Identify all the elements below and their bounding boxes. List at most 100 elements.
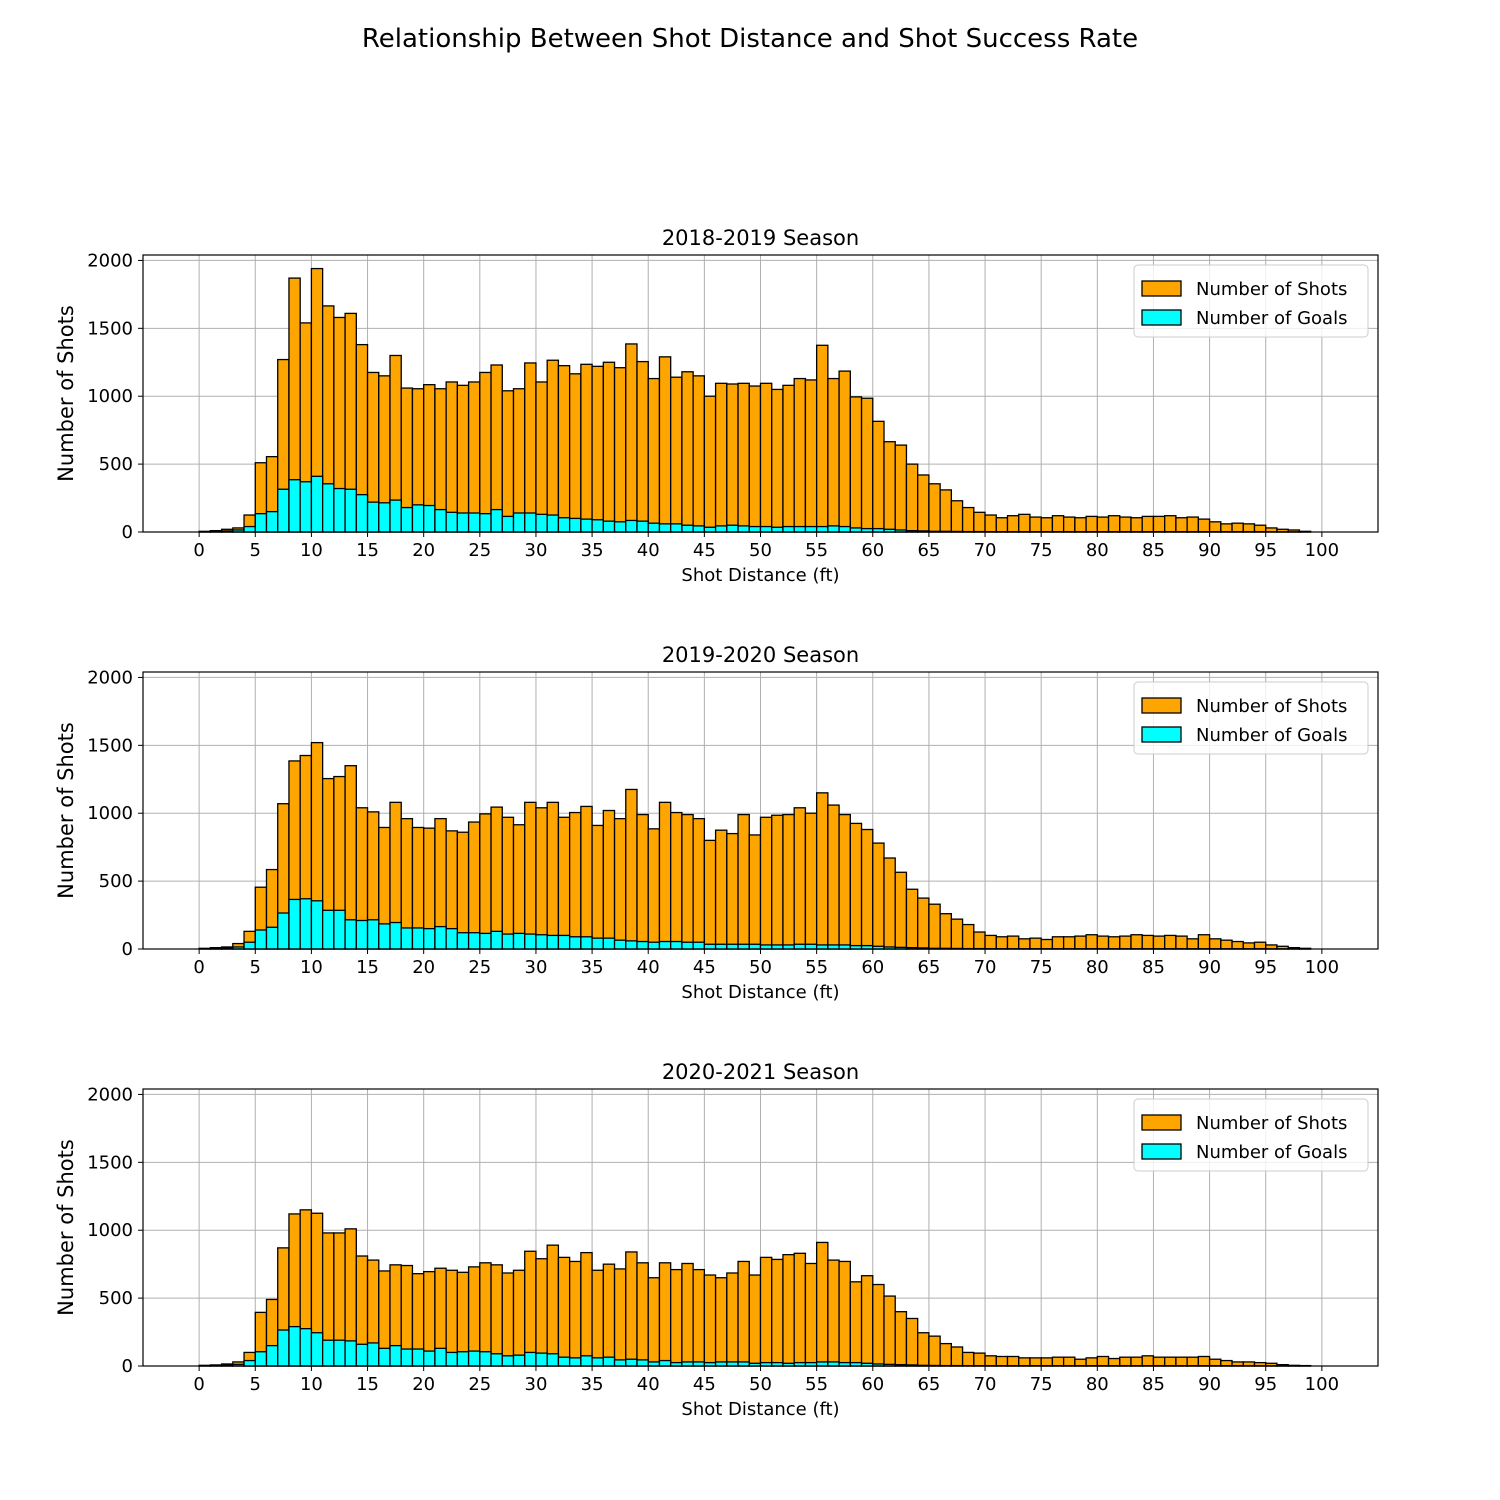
shots-bar	[995, 1355, 1009, 1367]
shots-bar	[625, 788, 638, 950]
goals-bar	[771, 944, 784, 950]
shots-bar	[703, 1274, 717, 1367]
goals-bar	[445, 927, 459, 950]
x-tick-label: 15	[356, 540, 379, 561]
shots-bar	[535, 1258, 548, 1367]
shots-bar	[827, 804, 840, 950]
shots-bar	[658, 1262, 672, 1367]
shots-bar	[568, 373, 582, 533]
shots-bar	[1253, 524, 1267, 533]
x-tick-label: 70	[974, 540, 997, 561]
y-tick-label: 1500	[87, 735, 133, 756]
legend-box	[1133, 681, 1369, 755]
shots-bar	[1085, 515, 1098, 533]
shots-bar	[681, 1262, 694, 1367]
goals-bar	[591, 937, 604, 950]
shots-bar	[557, 816, 571, 950]
shots-bar	[625, 1251, 638, 1367]
goals-bar	[277, 488, 290, 533]
goals-bar	[288, 1325, 301, 1367]
x-tick-label: 70	[974, 1374, 997, 1395]
x-tick-label: 50	[749, 957, 772, 978]
shots-bar	[557, 365, 571, 533]
shots-bar	[1164, 515, 1177, 533]
x-tick-label: 100	[1305, 540, 1339, 561]
goals-bar	[299, 898, 313, 950]
goals-bar	[366, 501, 380, 533]
shots-bar	[568, 811, 582, 950]
x-axis-label: Shot Distance (ft)	[681, 982, 839, 1003]
shots-bar	[1119, 516, 1132, 533]
chart-title: 2020-2021 Season	[662, 1060, 859, 1084]
x-tick-label: 85	[1142, 1374, 1165, 1395]
shots-bar	[535, 807, 548, 950]
goals-bar	[714, 525, 728, 533]
shots-bar	[872, 1283, 885, 1367]
x-tick-label: 70	[974, 957, 997, 978]
shots-bar	[737, 1260, 750, 1367]
goals-bar	[445, 511, 459, 533]
shots-bar	[950, 918, 964, 950]
legend-label-goals: Number of Goals	[1196, 1142, 1347, 1163]
x-tick-label: 95	[1254, 540, 1277, 561]
x-tick-label: 85	[1142, 540, 1165, 561]
x-tick-label: 30	[525, 957, 548, 978]
goals-bar	[714, 1361, 728, 1367]
shots-bar	[928, 483, 941, 533]
shots-bar	[1040, 938, 1054, 950]
shots-bar	[535, 381, 548, 533]
y-tick-label: 0	[122, 939, 133, 960]
shots-bar	[1152, 1356, 1166, 1367]
shots-bar	[1186, 516, 1200, 533]
goals-bar	[692, 525, 706, 533]
goals-bar	[479, 513, 492, 533]
goals-bar	[625, 940, 638, 950]
shots-bar	[905, 463, 919, 533]
goals-bar	[535, 513, 548, 533]
goals-bar	[580, 936, 593, 950]
goals-bar	[310, 475, 324, 533]
legend: Number of Shots Number of Goals	[1133, 1098, 1369, 1172]
shots-bar	[950, 1346, 964, 1367]
y-tick-label: 2000	[87, 1084, 133, 1105]
shots-bar	[771, 814, 784, 950]
goals-bar	[625, 519, 638, 533]
goals-bar	[366, 919, 380, 950]
goals-bar	[411, 1348, 425, 1367]
shots-bar	[512, 388, 526, 533]
shots-bar	[804, 1262, 818, 1367]
shots-bar	[703, 839, 717, 950]
shots-bar	[1074, 517, 1087, 533]
shots-bar	[557, 1256, 571, 1367]
goals-bar	[378, 923, 391, 950]
y-tick-label: 500	[99, 1288, 133, 1309]
y-tick-label: 0	[122, 1356, 133, 1377]
shots-bar	[726, 832, 739, 950]
shots-bar	[984, 934, 997, 950]
goals-bar	[423, 504, 436, 533]
goals-bar	[737, 1361, 750, 1367]
legend-swatch-shots	[1141, 280, 1182, 297]
shots-bar	[860, 397, 874, 533]
shots-bar	[681, 813, 694, 950]
shots-bar	[1164, 934, 1177, 950]
goals-bar	[714, 943, 728, 950]
goals-bar	[726, 524, 739, 533]
shots-bar	[580, 1251, 593, 1367]
goals-bar	[243, 1359, 256, 1367]
shots-bar	[748, 1274, 762, 1367]
shots-bar	[1018, 513, 1031, 533]
shots-bar	[479, 1262, 492, 1367]
goals-bar	[647, 1361, 661, 1367]
goals-bar	[636, 1359, 649, 1367]
shots-bar	[984, 514, 997, 533]
goals-bar	[299, 481, 313, 533]
x-tick-label: 95	[1254, 957, 1277, 978]
x-tick-label: 10	[300, 1374, 323, 1395]
x-tick-label: 90	[1198, 957, 1221, 978]
shots-bar	[445, 1269, 459, 1367]
goals-bar	[467, 512, 481, 533]
goals-bar	[636, 940, 649, 950]
shots-bar	[670, 1268, 683, 1367]
goals-bar	[501, 1355, 515, 1367]
